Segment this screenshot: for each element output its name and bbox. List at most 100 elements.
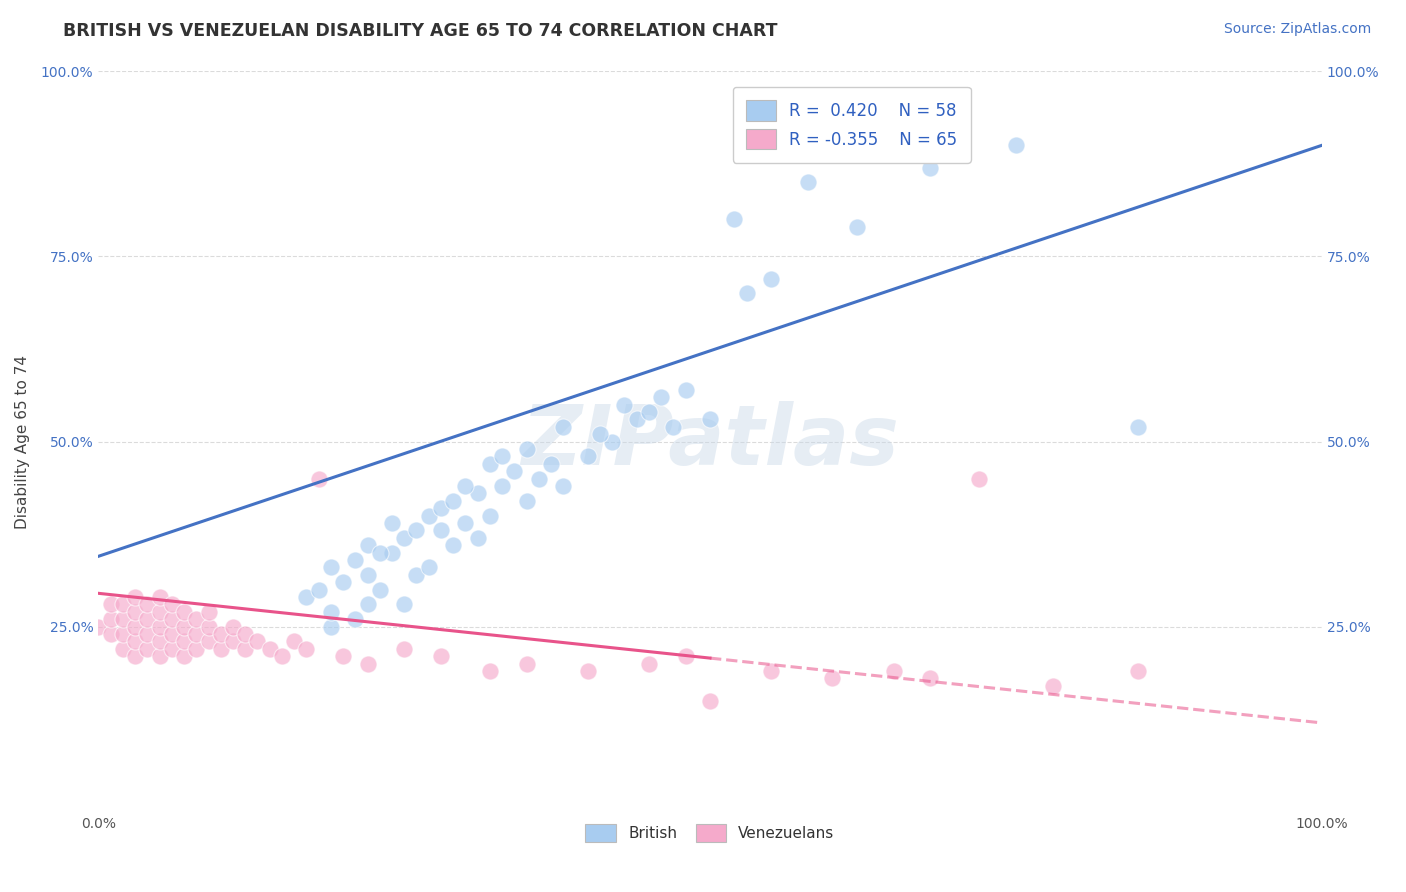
- Point: [430, 501, 453, 516]
- Point: [920, 672, 942, 686]
- Point: [576, 450, 599, 464]
- Point: [149, 605, 172, 619]
- Point: [222, 619, 245, 633]
- Point: [186, 627, 208, 641]
- Point: [637, 657, 661, 671]
- Point: [173, 619, 195, 633]
- Point: [197, 634, 219, 648]
- Point: [173, 605, 195, 619]
- Point: [124, 590, 146, 604]
- Point: [160, 627, 183, 641]
- Point: [124, 605, 146, 619]
- Point: [418, 508, 440, 523]
- Point: [344, 553, 367, 567]
- Point: [111, 627, 134, 641]
- Point: [209, 627, 232, 641]
- Point: [356, 538, 378, 552]
- Point: [675, 383, 697, 397]
- Point: [111, 598, 134, 612]
- Point: [381, 516, 404, 530]
- Point: [515, 442, 537, 456]
- Point: [124, 634, 146, 648]
- Point: [368, 582, 391, 597]
- Point: [418, 560, 440, 574]
- Point: [467, 531, 489, 545]
- Point: [723, 212, 745, 227]
- Point: [478, 457, 501, 471]
- Point: [173, 634, 195, 648]
- Point: [883, 664, 905, 678]
- Point: [392, 531, 416, 545]
- Point: [613, 398, 636, 412]
- Point: [124, 619, 146, 633]
- Point: [149, 649, 172, 664]
- Y-axis label: Disability Age 65 to 74: Disability Age 65 to 74: [15, 354, 30, 529]
- Point: [111, 641, 134, 656]
- Point: [430, 524, 453, 538]
- Point: [662, 419, 685, 434]
- Point: [209, 641, 232, 656]
- Point: [233, 627, 256, 641]
- Point: [821, 672, 844, 686]
- Point: [467, 486, 489, 500]
- Point: [100, 627, 122, 641]
- Point: [392, 641, 416, 656]
- Point: [100, 598, 122, 612]
- Point: [650, 390, 672, 404]
- Point: [430, 649, 453, 664]
- Point: [149, 619, 172, 633]
- Point: [845, 219, 868, 234]
- Point: [553, 419, 575, 434]
- Point: [344, 612, 367, 626]
- Point: [160, 641, 183, 656]
- Point: [246, 634, 269, 648]
- Point: [173, 649, 195, 664]
- Point: [149, 590, 172, 604]
- Point: [1128, 419, 1150, 434]
- Point: [392, 598, 416, 612]
- Point: [1004, 138, 1026, 153]
- Point: [405, 524, 427, 538]
- Point: [527, 471, 550, 485]
- Point: [87, 619, 110, 633]
- Point: [160, 598, 183, 612]
- Text: ZIPatlas: ZIPatlas: [522, 401, 898, 482]
- Point: [100, 612, 122, 626]
- Point: [637, 405, 661, 419]
- Legend: British, Venezuelans: British, Venezuelans: [579, 818, 841, 848]
- Point: [295, 641, 318, 656]
- Point: [332, 575, 354, 590]
- Text: BRITISH VS VENEZUELAN DISABILITY AGE 65 TO 74 CORRELATION CHART: BRITISH VS VENEZUELAN DISABILITY AGE 65 …: [63, 22, 778, 40]
- Point: [441, 538, 464, 552]
- Point: [454, 479, 477, 493]
- Text: Source: ZipAtlas.com: Source: ZipAtlas.com: [1223, 22, 1371, 37]
- Point: [136, 627, 159, 641]
- Point: [600, 434, 623, 449]
- Point: [478, 664, 501, 678]
- Point: [136, 641, 159, 656]
- Point: [356, 567, 378, 582]
- Point: [761, 664, 783, 678]
- Point: [111, 612, 134, 626]
- Point: [222, 634, 245, 648]
- Point: [967, 471, 990, 485]
- Point: [319, 560, 342, 574]
- Point: [308, 471, 330, 485]
- Point: [381, 546, 404, 560]
- Point: [186, 641, 208, 656]
- Point: [454, 516, 477, 530]
- Point: [270, 649, 294, 664]
- Point: [149, 634, 172, 648]
- Point: [259, 641, 281, 656]
- Point: [356, 657, 378, 671]
- Point: [405, 567, 427, 582]
- Point: [478, 508, 501, 523]
- Point: [136, 612, 159, 626]
- Point: [160, 612, 183, 626]
- Point: [699, 694, 721, 708]
- Point: [1128, 664, 1150, 678]
- Point: [589, 427, 612, 442]
- Point: [356, 598, 378, 612]
- Point: [576, 664, 599, 678]
- Point: [626, 412, 648, 426]
